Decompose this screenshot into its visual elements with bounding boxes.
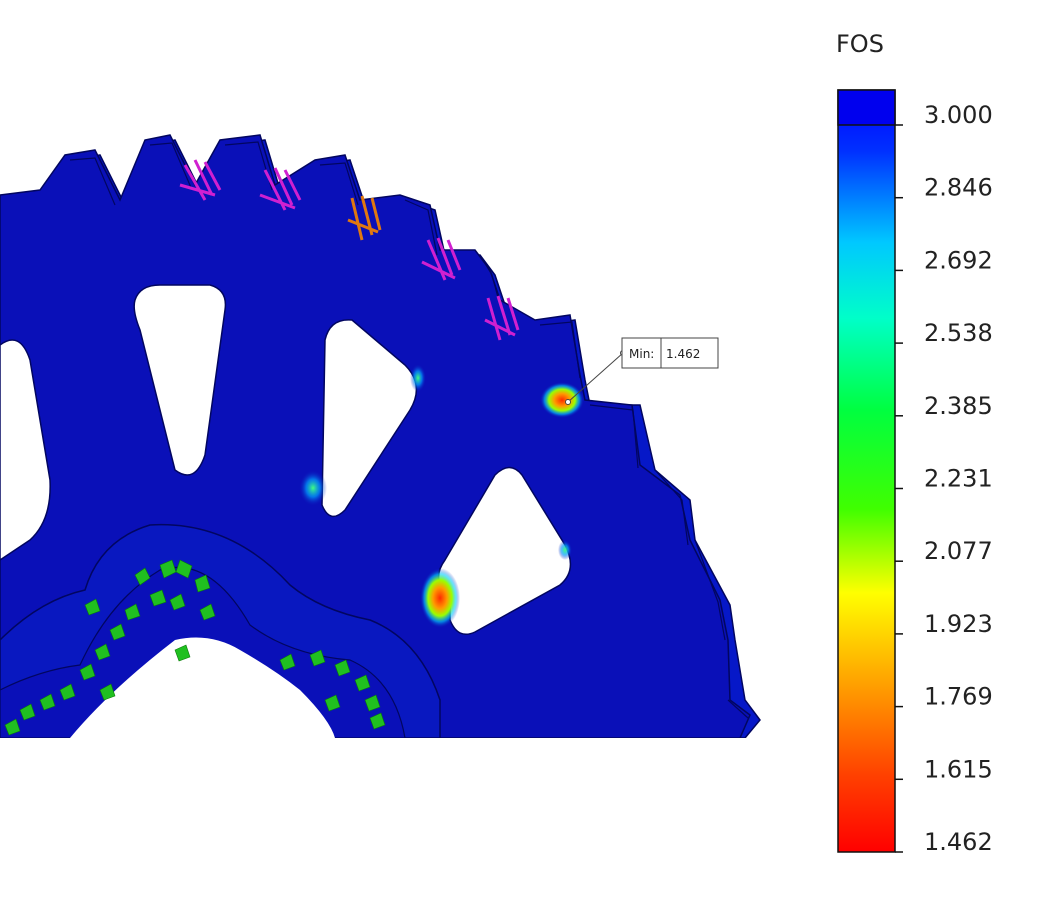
min-probe[interactable]: Min: 1.462: [565, 337, 719, 405]
probe-anchor-dot: [565, 399, 571, 405]
probe-value: 1.462: [666, 347, 700, 361]
legend-tick-label: 2.231: [924, 465, 993, 493]
spoke-cutout-4: [0, 339, 51, 561]
tooth-edge-lines: [69, 141, 749, 719]
stress-hotspot-2: [420, 568, 460, 628]
stress-hotspot-min: [540, 382, 584, 418]
legend-ticks: 3.000 2.846 2.692 2.538 2.385 2.231 2.077 1.923…: [895, 101, 993, 856]
sprocket-model: [0, 134, 761, 738]
legend-tick-label: 1.462: [924, 828, 993, 856]
probe-leader-line: [567, 352, 624, 403]
legend-tick-label: 2.846: [924, 174, 993, 202]
spoke-cutout-1: [133, 284, 227, 476]
legend-tick-label: 2.692: [924, 246, 993, 274]
probe-box: [621, 337, 719, 369]
load-arrows-alt: [347, 195, 382, 241]
legend-title: FOS: [836, 30, 884, 58]
load-arrows: [179, 159, 520, 341]
legend-tick-label: 2.538: [924, 319, 993, 347]
probe-label: Min:: [629, 347, 654, 361]
fos-legend: FOS 3.000 2.846 2.692 2.538 2.385 2.231 2.077 1…: [836, 30, 993, 856]
legend-tick-label: 1.615: [924, 755, 993, 783]
stress-hotspot-5: [558, 540, 572, 560]
legend-tick-label: 1.769: [924, 683, 993, 711]
hub-hole: [70, 637, 335, 738]
legend-top-cap: [837, 89, 896, 126]
stress-hotspot-4: [410, 364, 426, 392]
legend-color-bar: [837, 89, 896, 853]
legend-tick-label: 2.077: [924, 537, 993, 565]
legend-tick-label: 2.385: [924, 392, 993, 420]
stress-hotspot-3: [299, 470, 327, 506]
legend-tick-label: 1.923: [924, 610, 993, 638]
legend-tick-label: 3.000: [924, 101, 993, 129]
fixture-markers: [4, 559, 386, 736]
